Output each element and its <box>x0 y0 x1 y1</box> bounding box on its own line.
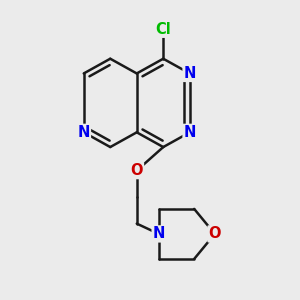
Text: O: O <box>130 163 143 178</box>
Text: O: O <box>208 226 221 242</box>
Text: Cl: Cl <box>155 22 171 37</box>
Text: N: N <box>78 125 90 140</box>
Text: N: N <box>184 125 196 140</box>
Text: N: N <box>184 66 196 81</box>
Text: N: N <box>153 226 165 242</box>
